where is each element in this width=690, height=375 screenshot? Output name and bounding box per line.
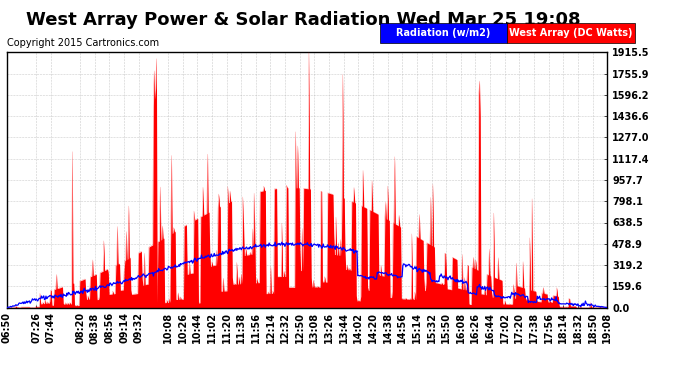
Text: West Array Power & Solar Radiation Wed Mar 25 19:08: West Array Power & Solar Radiation Wed M… — [26, 11, 581, 29]
Text: West Array (DC Watts): West Array (DC Watts) — [509, 28, 633, 38]
Text: Radiation (w/m2): Radiation (w/m2) — [396, 28, 491, 38]
Text: Copyright 2015 Cartronics.com: Copyright 2015 Cartronics.com — [7, 38, 159, 48]
